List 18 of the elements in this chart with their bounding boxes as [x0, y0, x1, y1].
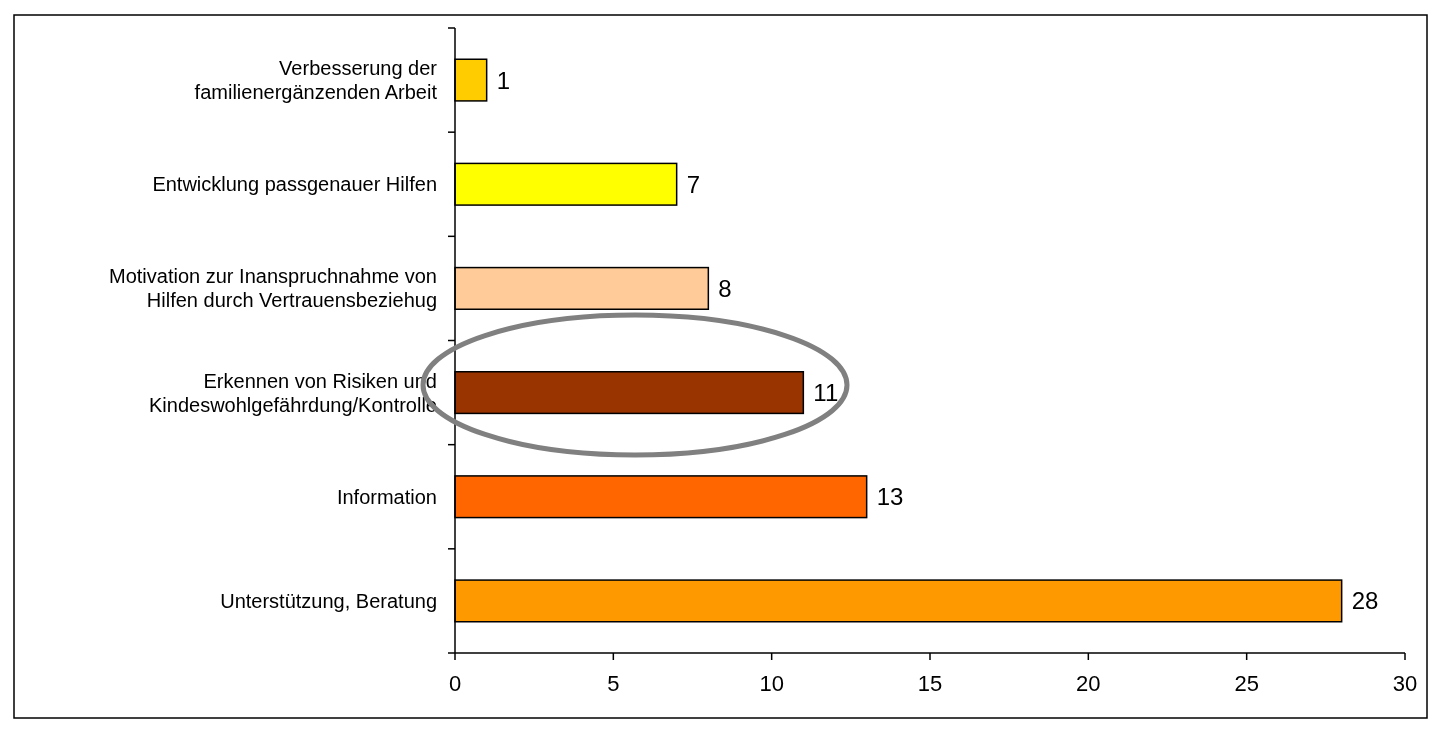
- data-label: 8: [718, 274, 732, 302]
- y-tick-label: Unterstützung, Beratung: [220, 589, 437, 612]
- data-label: 11: [813, 379, 839, 407]
- y-tick-label: Entwicklung passgenauer Hilfen: [152, 173, 437, 196]
- data-label: 28: [1351, 587, 1379, 615]
- x-tick-label: 5: [607, 670, 620, 696]
- x-tick-label: 25: [1234, 670, 1259, 696]
- x-tick-label: 15: [917, 670, 943, 696]
- x-tick-label: 0: [448, 670, 462, 696]
- x-tick-label: 10: [759, 670, 784, 696]
- x-tick-label: 30: [1392, 670, 1418, 696]
- data-label: 13: [876, 483, 904, 511]
- y-tick-label: Information: [336, 485, 437, 508]
- y-tick-label: Motivation zur Inanspruchnahme von Hilfen durch Vertrauensbeziehug: [109, 265, 437, 312]
- data-label: 1: [496, 66, 511, 94]
- data-label: 7: [686, 170, 701, 198]
- y-tick-label: Verbesserung der familienergänzenden Arbeit: [194, 57, 438, 104]
- x-tick-label: 20: [1076, 670, 1101, 696]
